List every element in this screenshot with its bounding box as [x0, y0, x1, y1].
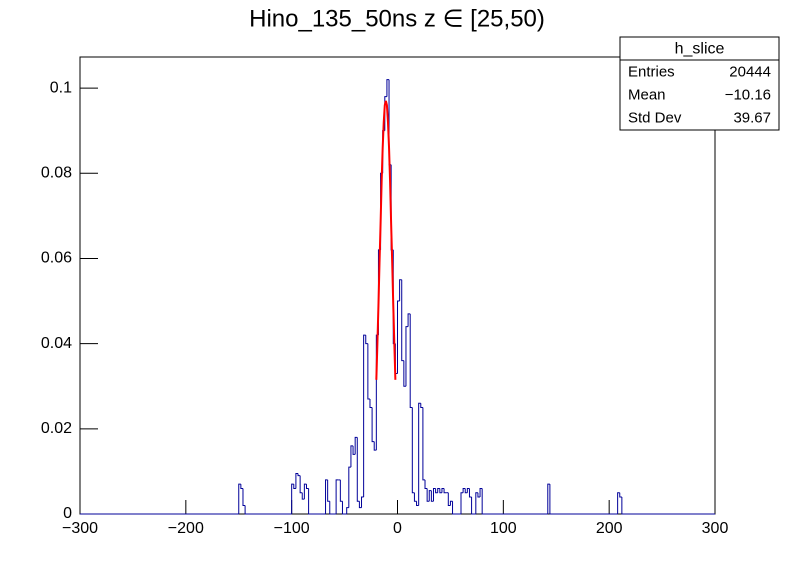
histogram-bin — [403, 360, 406, 387]
x-tick-label: −200 — [168, 520, 204, 537]
histogram-bin — [346, 507, 349, 514]
histogram-bin — [299, 475, 303, 494]
histogram-bin — [462, 487, 466, 493]
histogram-bin — [413, 492, 417, 502]
histogram-bin — [430, 490, 434, 502]
stats-box — [619, 36, 780, 131]
histogram-bin — [422, 407, 426, 481]
histogram-bin — [471, 496, 476, 515]
histogram-bin — [477, 492, 481, 498]
histogram-bin — [468, 488, 472, 498]
histogram-bin — [401, 279, 404, 362]
histogram-bin — [348, 466, 351, 508]
x-tick-label: 100 — [490, 520, 517, 537]
histogram-bin — [443, 488, 447, 494]
histogram-bin — [371, 407, 375, 443]
histogram-bin — [426, 488, 430, 502]
histogram-bin — [397, 300, 400, 374]
histogram-bin — [479, 487, 483, 497]
histogram-bin — [242, 488, 246, 506]
histogram-bin — [354, 436, 358, 455]
histogram-bin — [350, 445, 354, 468]
stats-label: Entries — [628, 63, 675, 80]
stats-value: 20444 — [729, 63, 771, 80]
histogram-bin — [405, 326, 409, 387]
histogram-bin — [361, 496, 364, 508]
histogram-bin — [297, 473, 301, 477]
histogram-bin — [424, 479, 428, 489]
stats-value: 39.67 — [733, 109, 771, 126]
histogram-bin — [325, 479, 328, 514]
histogram-bin — [460, 492, 464, 514]
histogram-bin — [452, 501, 461, 515]
histogram-bin — [439, 488, 442, 494]
y-tick-label: 0 — [63, 505, 72, 522]
histogram-bin — [335, 479, 339, 514]
y-tick-label: 0.04 — [41, 335, 72, 352]
stats-title: h_slice — [675, 41, 725, 58]
histogram-bin — [409, 313, 413, 409]
histogram-bin — [428, 490, 432, 502]
y-tick-label: 0.02 — [41, 420, 72, 437]
histogram-bin — [407, 313, 411, 327]
fit-curve — [375, 100, 397, 380]
histogram-bin — [547, 483, 550, 514]
histogram-bin — [358, 501, 362, 509]
x-tick-label: 300 — [702, 520, 729, 537]
histogram-bin — [549, 484, 618, 515]
histogram-bin — [449, 500, 453, 506]
histogram-bin — [617, 492, 620, 514]
y-tick-label: 0.1 — [50, 79, 72, 96]
histogram-bin — [329, 501, 337, 515]
histogram-bin — [621, 496, 715, 515]
histogram-bin — [352, 445, 356, 455]
histogram-bin — [240, 484, 243, 489]
histogram-bin — [466, 487, 470, 493]
histogram-bin — [238, 483, 241, 514]
histogram-bin — [399, 279, 402, 302]
histogram-bin — [441, 487, 445, 493]
histogram-bin — [305, 484, 309, 489]
histogram-bin — [308, 488, 326, 515]
histogram-bin — [481, 488, 548, 515]
histogram-bin — [303, 483, 307, 500]
stats-label: Mean — [628, 86, 666, 103]
x-tick-label: −100 — [274, 520, 310, 537]
x-tick-label: 0 — [393, 520, 402, 537]
histogram-bin — [295, 473, 299, 489]
histogram-bin — [435, 488, 438, 494]
histogram-bin — [416, 501, 419, 506]
stats-label: Std Dev — [628, 109, 682, 126]
chart-title: Hino_135_50ns z ∈ [25,50) — [249, 5, 545, 32]
histogram-bin — [365, 335, 368, 345]
x-tick-label: 200 — [596, 520, 623, 537]
histogram-bin — [291, 483, 294, 514]
histogram-bin — [411, 407, 415, 494]
histogram-bin — [369, 399, 373, 409]
histogram-bin — [418, 402, 421, 506]
histogram-bin — [367, 343, 370, 400]
y-tick-label: 0.08 — [41, 164, 72, 181]
histogram-bin — [339, 479, 343, 502]
histogram-bin — [373, 441, 377, 451]
histogram-bin — [327, 479, 330, 502]
y-tick-label: 0.06 — [41, 250, 72, 267]
histogram-bin — [619, 492, 622, 498]
histogram-bin — [386, 79, 390, 97]
histogram-bin — [356, 437, 360, 502]
histogram-bin — [341, 501, 347, 515]
histogram-bin — [244, 505, 292, 515]
histogram-bin — [432, 487, 436, 502]
histogram-bin — [293, 484, 296, 489]
histogram-bin — [475, 492, 478, 514]
histogram-bin — [464, 488, 468, 494]
histogram-bin — [447, 492, 451, 506]
histogram-bin — [437, 487, 440, 493]
x-tick-label: −300 — [62, 520, 98, 537]
stats-value: −10.16 — [725, 86, 771, 103]
histogram-bin — [301, 492, 305, 500]
histogram-bin — [420, 403, 423, 409]
histogram-bin — [363, 334, 366, 497]
